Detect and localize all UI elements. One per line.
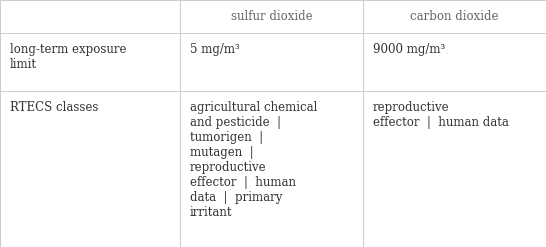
Text: 5 mg/m³: 5 mg/m³ [190,43,240,56]
Text: reproductive
effector  |  human data: reproductive effector | human data [373,101,509,129]
Text: carbon dioxide: carbon dioxide [410,10,499,23]
Text: sulfur dioxide: sulfur dioxide [231,10,312,23]
Text: agricultural chemical
and pesticide  |
tumorigen  |
mutagen  |
reproductive
effe: agricultural chemical and pesticide | tu… [190,101,317,219]
Text: 9000 mg/m³: 9000 mg/m³ [373,43,445,56]
Text: RTECS classes: RTECS classes [10,101,98,114]
Text: long-term exposure
limit: long-term exposure limit [10,43,126,71]
